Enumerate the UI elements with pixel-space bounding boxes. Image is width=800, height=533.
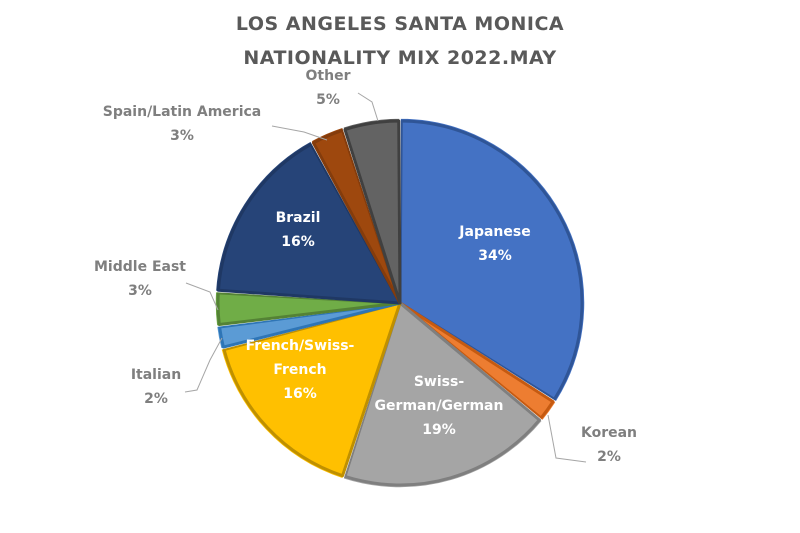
slice-edge-french-swiss-french bbox=[222, 301, 402, 478]
leader-line-spain-latin-america bbox=[271, 125, 328, 141]
data-labels: Japanese 34% Korean 2% Swiss-German/German 19… bbox=[94, 68, 637, 465]
data-label-brazil: Brazil 16% bbox=[276, 210, 321, 250]
data-label-other: Other 5% bbox=[306, 68, 351, 108]
data-label-italian: Italian 2% bbox=[131, 367, 181, 407]
data-label-spain-latin-america: Spain/Latin America 3% bbox=[103, 104, 262, 144]
data-label-middle-east: Middle East 3% bbox=[94, 259, 186, 299]
leader-line-other bbox=[357, 92, 379, 122]
chart-title-line-2: NATIONALITY MIX 2022.MAY bbox=[243, 47, 556, 69]
slice-edge-middle-east bbox=[216, 291, 402, 327]
pie-slices bbox=[214, 117, 586, 489]
leader-line-middle-east bbox=[185, 282, 219, 311]
slice-edge-korean bbox=[398, 301, 555, 420]
slice-edge-spain-latin-america bbox=[311, 128, 402, 305]
chart-title-line-1: LOS ANGELES SANTA MONICA bbox=[236, 13, 564, 35]
slice-swiss-german-german bbox=[341, 301, 544, 489]
data-label-swiss-german-german: Swiss-German/German 19% bbox=[375, 374, 504, 438]
slice-edge-italian bbox=[218, 301, 402, 349]
slice-edge-brazil bbox=[216, 142, 402, 305]
slice-edge-other bbox=[343, 119, 402, 305]
leader-line-italian bbox=[184, 337, 223, 393]
slice-edge-japanese bbox=[398, 119, 584, 401]
leader-lines bbox=[184, 92, 587, 463]
data-label-french-swiss-french: French/Swiss-French 16% bbox=[246, 338, 355, 402]
data-label-japanese: Japanese 34% bbox=[458, 224, 530, 264]
data-label-korean: Korean 2% bbox=[581, 425, 637, 465]
leader-line-korean bbox=[547, 414, 587, 463]
slice-edge-swiss-german-german bbox=[343, 301, 541, 487]
slice-brazil bbox=[214, 139, 402, 304]
